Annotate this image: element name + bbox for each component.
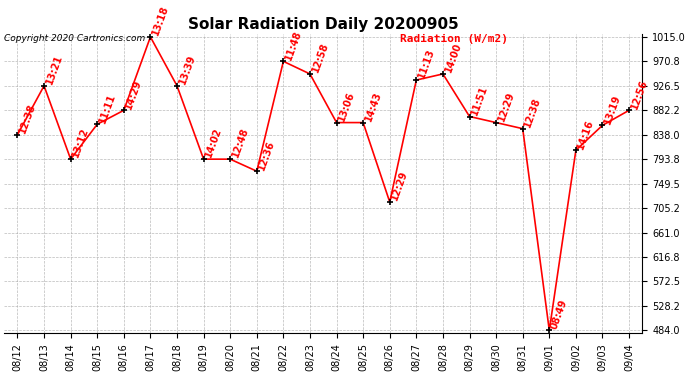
Text: 12:29: 12:29 [390,170,410,202]
Text: 12:36: 12:36 [257,139,277,171]
Text: 13:18: 13:18 [150,4,170,37]
Text: 14:43: 14:43 [363,90,383,123]
Text: 11:11: 11:11 [97,92,117,124]
Text: 12:38: 12:38 [17,102,37,135]
Title: Solar Radiation Daily 20200905: Solar Radiation Daily 20200905 [188,16,459,32]
Text: 14:16: 14:16 [576,118,596,150]
Text: 11:13: 11:13 [416,48,436,80]
Text: 13:12: 13:12 [70,127,90,159]
Text: 14:02: 14:02 [204,127,224,159]
Text: 12:29: 12:29 [496,90,516,123]
Text: 13:39: 13:39 [177,53,197,86]
Text: 13:21: 13:21 [44,53,64,86]
Text: 11:48: 11:48 [284,28,304,62]
Text: 12:56: 12:56 [629,78,649,110]
Text: 13:19: 13:19 [602,93,622,125]
Text: 08:49: 08:49 [549,298,569,330]
Text: Radiation (W/m2): Radiation (W/m2) [400,34,508,44]
Text: 12:38: 12:38 [523,96,543,129]
Text: 11:51: 11:51 [469,84,489,117]
Text: 12:48: 12:48 [230,126,250,159]
Text: 14:00: 14:00 [443,41,463,74]
Text: 14:29: 14:29 [124,78,144,110]
Text: Copyright 2020 Cartronics.com: Copyright 2020 Cartronics.com [4,34,146,43]
Text: 12:58: 12:58 [310,41,330,74]
Text: 13:06: 13:06 [337,90,357,123]
